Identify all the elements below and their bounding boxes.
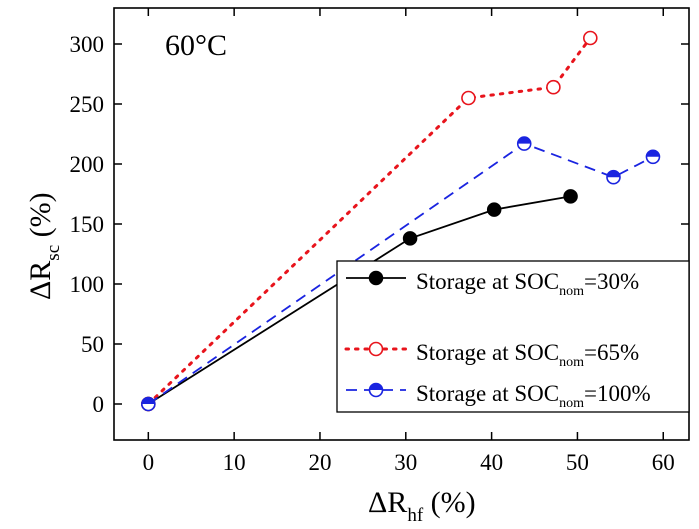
series-3-line [147,142,654,405]
series-3-point-fill [646,150,660,157]
series-3-point [516,136,532,151]
series-3-point-fill [517,137,531,144]
series-2-point [461,90,476,106]
x-tick-label: 30 [394,450,417,475]
legend-label-2: Storage at SOCnom=65% [416,340,639,370]
legend-label-2-sub: nom [559,355,584,370]
x-tick-label: 0 [143,450,155,475]
y-tick-label: 150 [70,212,105,237]
x-axis-title-main: ΔR [368,486,407,519]
legend-label-3-sub: nom [559,396,584,411]
x-tick-label: 40 [480,450,503,475]
legend-label-3: Storage at SOCnom=100% [416,381,651,411]
legend-box [336,260,690,413]
series-1-point [563,189,578,204]
series-3-point [645,149,661,165]
legend-key-marker-3-fill [369,383,383,390]
y-tick-label: 50 [81,332,104,357]
series-layer [141,30,661,412]
legend-label-2-suffix: =65% [584,340,639,365]
legend-label-1-main: Storage at SOC [416,269,559,294]
y-tick-label: 200 [70,152,105,177]
legend-label-1: Storage at SOCnom=30% [416,269,639,299]
y-axis-title-main: ΔR [24,261,57,300]
legend-key-marker-3 [368,382,384,398]
series-3-point-fill [606,170,620,178]
series-3-point [141,396,156,412]
series-1-point [402,231,418,246]
legend-keys [344,270,408,398]
y-axis-title: ΔRsc (%) [24,192,64,300]
legend-key-marker-1 [368,270,384,286]
legend-label-2-main: Storage at SOC [416,340,559,365]
series-2-point [546,79,561,95]
y-tick-label: 300 [70,32,105,57]
x-axis-title-unit: (%) [423,486,475,519]
series-2-point [583,30,598,46]
legend-label-1-suffix: =30% [584,269,639,294]
x-tick-label: 50 [566,450,589,475]
chart-annotation: 60°C [165,29,227,62]
series-3-point-fill [141,397,155,404]
legend-label-1-sub: nom [559,284,584,299]
x-tick-label: 20 [308,450,331,475]
legend-key-marker-2 [368,341,384,357]
series-3 [141,136,661,412]
x-axis-title-subscript: hf [407,505,424,526]
series-2-line [146,36,592,406]
legend-label-3-main: Storage at SOC [416,381,559,406]
series-1-line [147,195,571,405]
y-tick-label: 0 [93,392,105,417]
y-axis-title-subscript: sc [43,245,64,261]
series-1-point [486,202,502,217]
legend: Storage at SOCnom=30% Storage at SOCnom=… [336,260,690,413]
legend-label-3-suffix: =100% [584,381,651,406]
y-tick-label: 100 [70,272,105,297]
axis-ticks: 0 10 20 30 40 50 60 0 50 100 150 200 250 300 [70,8,689,475]
y-tick-label: 250 [70,92,105,117]
x-axis-title: ΔRhf (%) [368,486,476,526]
y-axis-title-unit: (%) [24,192,57,244]
x-tick-label: 10 [223,450,246,475]
series-3-point [606,169,621,185]
x-tick-label: 60 [652,450,675,475]
